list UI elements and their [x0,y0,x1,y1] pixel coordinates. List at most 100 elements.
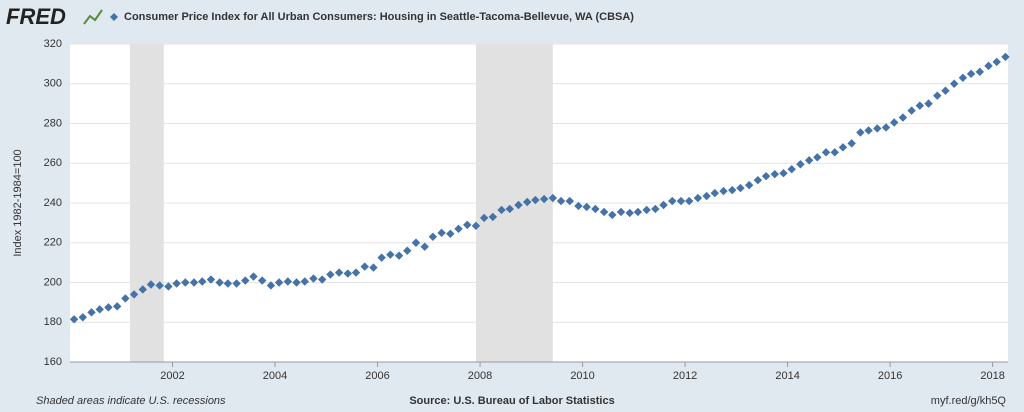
data-point [454,224,463,234]
data-point [360,262,369,271]
x-tick-label: 2002 [160,370,184,382]
data-point [300,277,309,286]
data-point [283,277,293,286]
data-point [933,91,942,100]
x-tick-label: 2004 [263,370,287,382]
data-point [274,278,284,287]
data-point [428,232,438,241]
data-point [95,305,104,314]
y-axis-label: Index 1982-1984=100 [12,149,24,256]
data-point [539,194,549,204]
data-point [138,285,147,294]
data-point [684,196,694,206]
data-point [505,204,514,214]
data-point [471,221,481,231]
data-point [565,196,574,206]
data-point [164,282,173,291]
data-point [719,186,728,196]
data-point [497,205,506,215]
data-point [574,201,583,211]
data-point [761,171,771,181]
data-point [129,290,139,299]
data-point [548,193,558,203]
data-point [907,106,916,115]
data-point [446,229,455,239]
legend-marker [110,13,118,21]
data-point [1001,52,1010,62]
footer-note: Shaded areas indicate U.S. recessions [36,395,226,407]
x-tick-label: 2016 [878,370,902,382]
data-point [838,143,848,152]
y-tick-label: 300 [44,78,62,90]
data-point [582,202,591,212]
data-point [633,207,643,217]
y-tick-label: 220 [44,237,62,249]
data-point [249,272,258,281]
data-point [292,278,301,287]
data-point [668,196,677,206]
x-tick-label: 2006 [365,370,389,382]
data-point [112,302,122,311]
data-point [924,99,933,108]
data-point [847,139,856,148]
data-point [488,212,498,222]
data-point [309,274,318,283]
data-point [172,279,181,288]
data-point [78,313,88,322]
x-tick-label: 2018 [980,370,1004,382]
data-point [232,279,241,288]
data-point [830,148,839,157]
data-point [651,204,660,214]
data-point [813,153,822,162]
data-point [317,275,327,284]
data-point [181,278,190,287]
data-point [394,251,404,260]
data-point [351,268,361,277]
data-point [625,208,634,218]
data-point [189,278,199,287]
y-tick-label: 160 [44,356,62,368]
y-tick-label: 320 [44,38,62,50]
data-point [326,270,335,279]
y-tick-label: 180 [44,316,62,328]
data-point [215,278,224,287]
data-point [479,213,489,223]
data-point [984,61,993,71]
data-point [411,238,421,247]
data-point [531,195,540,205]
data-point [975,67,985,77]
data-point [241,276,250,285]
data-point [728,185,737,195]
data-point [420,242,429,251]
data-point [915,101,925,110]
data-point [146,280,156,289]
data-point [958,73,968,82]
data-point [121,294,130,303]
data-point [343,269,353,278]
footer-link[interactable]: myf.red/g/kh5Q [931,395,1007,407]
data-point [642,205,651,215]
data-point [556,196,566,206]
data-point [796,160,805,169]
data-point [591,204,600,214]
logo: FRED [6,4,66,29]
data-point [206,275,216,284]
data-point [369,263,378,272]
data-point [890,118,899,127]
data-point [753,175,763,185]
data-point [258,276,267,285]
data-point [779,168,788,178]
y-tick-label: 240 [44,197,62,209]
data-point [693,193,703,203]
x-tick-label: 2014 [775,370,799,382]
data-point [856,128,865,137]
data-point [736,183,745,193]
data-point [873,124,882,133]
y-tick-label: 280 [44,117,62,129]
y-tick-label: 200 [44,276,62,288]
data-point [821,148,831,157]
data-point [377,253,386,262]
data-point [941,86,950,95]
legend-label: Consumer Price Index for All Urban Consu… [124,11,634,23]
